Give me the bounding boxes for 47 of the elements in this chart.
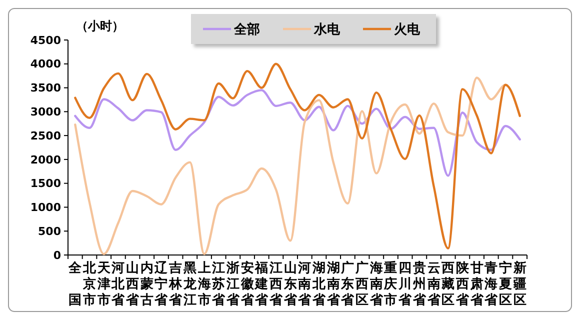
x-tick-label: 湖南省	[326, 261, 341, 308]
x-tick-label: 陕西省	[454, 261, 470, 308]
x-tick-label: 广东省	[340, 260, 356, 308]
y-axis-title: （小时）	[76, 19, 124, 33]
x-tick-label: 新疆区	[512, 260, 526, 308]
x-tick-label: 山东省	[282, 261, 298, 308]
y-tick-label: 1000	[30, 201, 62, 214]
x-tick-label: 河北省	[110, 261, 126, 308]
x-tick-label: 吉林省	[168, 261, 184, 308]
y-tick-label: 3500	[30, 82, 62, 95]
x-tick-label: 内蒙古	[139, 261, 154, 308]
y-tick-label: 2000	[30, 153, 62, 166]
y-tick-label: 4500	[30, 34, 62, 47]
x-tick-label: 江苏省	[211, 261, 226, 308]
y-tick-label: 2500	[30, 129, 62, 142]
x-tick-label: 贵州省	[412, 260, 427, 308]
x-tick-label: 宁夏区	[498, 260, 512, 308]
y-tick-label: 0	[53, 248, 62, 262]
x-tick-label: 四川省	[398, 261, 413, 308]
line-series	[74, 89, 521, 177]
x-tick-label: 北京市	[82, 261, 98, 308]
y-tick-label: 3000	[30, 106, 62, 119]
x-tick-label: 甘肃省	[469, 261, 484, 308]
x-tick-label: 浙江省	[225, 261, 240, 308]
x-tick-label: 黑龙江	[182, 261, 198, 308]
y-tick-label: 4000	[30, 58, 62, 71]
x-tick-label: 海南省	[368, 261, 384, 308]
x-tick-label: 广西区	[354, 260, 369, 308]
x-tick-label: 福建省	[254, 260, 270, 308]
legend-label: 全部	[233, 22, 260, 38]
x-tick-label: 江西省	[268, 261, 284, 308]
x-tick-label: 青海省	[484, 261, 499, 308]
x-tick-label: 河南省	[297, 261, 312, 308]
legend-label: 水电	[313, 22, 341, 38]
x-tick-label: 重庆市	[383, 260, 398, 308]
y-tick-label: 1500	[30, 177, 62, 190]
x-tick-label: 辽宁省	[154, 261, 169, 308]
category-label: 全国	[68, 261, 82, 308]
legend-label: 火电	[393, 22, 421, 38]
x-tick-label: 天津市	[96, 261, 112, 308]
x-tick-label: 西藏区	[440, 261, 455, 308]
y-tick-label: 500	[38, 224, 62, 238]
x-tick-label: 山西省	[125, 261, 140, 308]
x-tick-label: 湖北省	[312, 261, 327, 308]
x-tick-label: 安徽省	[240, 260, 255, 308]
x-tick-label: 云南省	[426, 261, 442, 308]
x-tick-label: 上海市	[196, 261, 211, 308]
